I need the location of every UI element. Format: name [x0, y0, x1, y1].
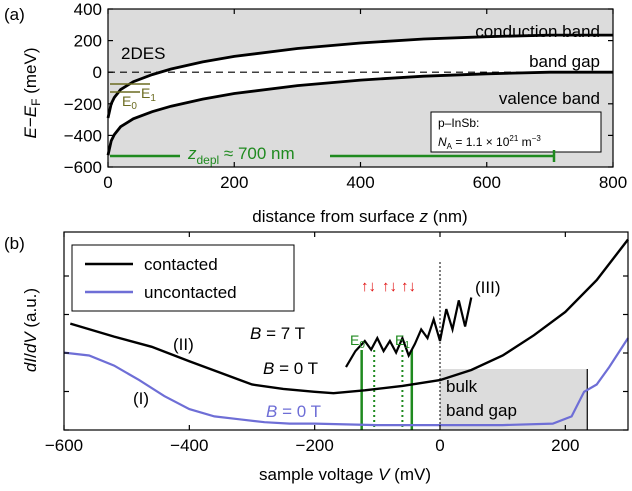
spin-arrows: ↑↓ ↑↓ ↑↓	[361, 278, 416, 295]
spin-arrow-1: ↑↓	[361, 278, 376, 295]
bulk-label: bulk	[446, 377, 478, 396]
e0-label-a: E0	[122, 93, 137, 112]
uncontacted-curve	[63, 337, 629, 427]
a-ytick-label-1: 200	[74, 32, 102, 51]
region-iii-label: (III)	[475, 278, 501, 297]
a-ytick-label-3: −200	[64, 95, 102, 114]
panel-a: (a) conduction band band gap valence ban…	[4, 0, 627, 226]
band-gap-label-b: band gap	[446, 401, 517, 420]
panel-a-ticks: 0 200 400 600 800 400 200 0 −200 −400 −600	[64, 0, 627, 192]
2des-label: 2DES	[121, 44, 165, 63]
b0-blue-label: B = 0 T	[266, 402, 321, 421]
a-xtick-label-1: 200	[220, 173, 248, 192]
b-xtick-label-2: −200	[296, 436, 334, 455]
panel-b-ylabel: dI/dV (a.u.)	[21, 288, 40, 372]
b-xtick-label-0: −600	[45, 436, 83, 455]
a-xtick-label-2: 400	[346, 173, 374, 192]
valence-band-label: valence band	[499, 89, 600, 108]
conduction-band-label: conduction band	[475, 22, 600, 41]
a-ytick-label-2: 0	[93, 63, 102, 82]
material-info-box	[430, 111, 602, 153]
valence-band-edge-line	[106, 70, 613, 156]
a-xtick-label-3: 600	[473, 173, 501, 192]
conduction-band-edge-line	[106, 33, 613, 119]
panel-a-xlabel: distance from surface z (nm)	[252, 207, 467, 226]
panel-a-ylabel: E−EF (meV)	[21, 48, 43, 139]
b0-black-label: B = 0 T	[263, 359, 318, 378]
b-xtick-label-1: −400	[170, 436, 208, 455]
b-xtick-label-3: 0	[435, 436, 444, 455]
band-gap-label: band gap	[529, 52, 600, 71]
depletion-label: zdepl ≈ 700 nm	[187, 144, 295, 167]
region-ii-label: (II)	[173, 335, 194, 354]
panel-b-ticks: −600 −400 −200 0 200	[45, 232, 628, 455]
a-ytick-label-5: −600	[64, 158, 102, 177]
legend-box	[71, 244, 295, 312]
spin-arrow-3: ↑↓	[401, 278, 416, 295]
legend-uncontacted-label: uncontacted	[144, 283, 237, 302]
a-ytick-label-4: −400	[64, 126, 102, 145]
material-info-line1: p–InSb:	[438, 116, 479, 130]
spin-arrow-2: ↑↓	[382, 278, 397, 295]
panel-b-label: (b)	[4, 234, 25, 253]
material-info-line2: NA = 1.1 × 1021 m−3	[438, 134, 541, 151]
panel-b: (b) bulk band gap ↑↓ ↑↓ ↑↓ (III) (II) (I…	[4, 231, 629, 484]
panel-b-frame	[63, 231, 629, 431]
e1-label-a: E1	[141, 85, 156, 104]
contacted-b0-curve	[69, 238, 629, 395]
b7-label: B = 7 T	[250, 324, 305, 343]
a-xtick-label-4: 800	[599, 173, 627, 192]
region-i-label: (I)	[133, 389, 149, 408]
panel-b-xlabel: sample voltage V (mV)	[259, 465, 431, 484]
legend-contacted-label: contacted	[144, 255, 218, 274]
a-ytick-label-0: 400	[74, 0, 102, 19]
contacted-b7-curve	[345, 297, 473, 368]
b-xtick-label-4: 200	[551, 436, 579, 455]
panel-a-label: (a)	[4, 5, 25, 24]
a-xtick-label-0: 0	[103, 173, 112, 192]
